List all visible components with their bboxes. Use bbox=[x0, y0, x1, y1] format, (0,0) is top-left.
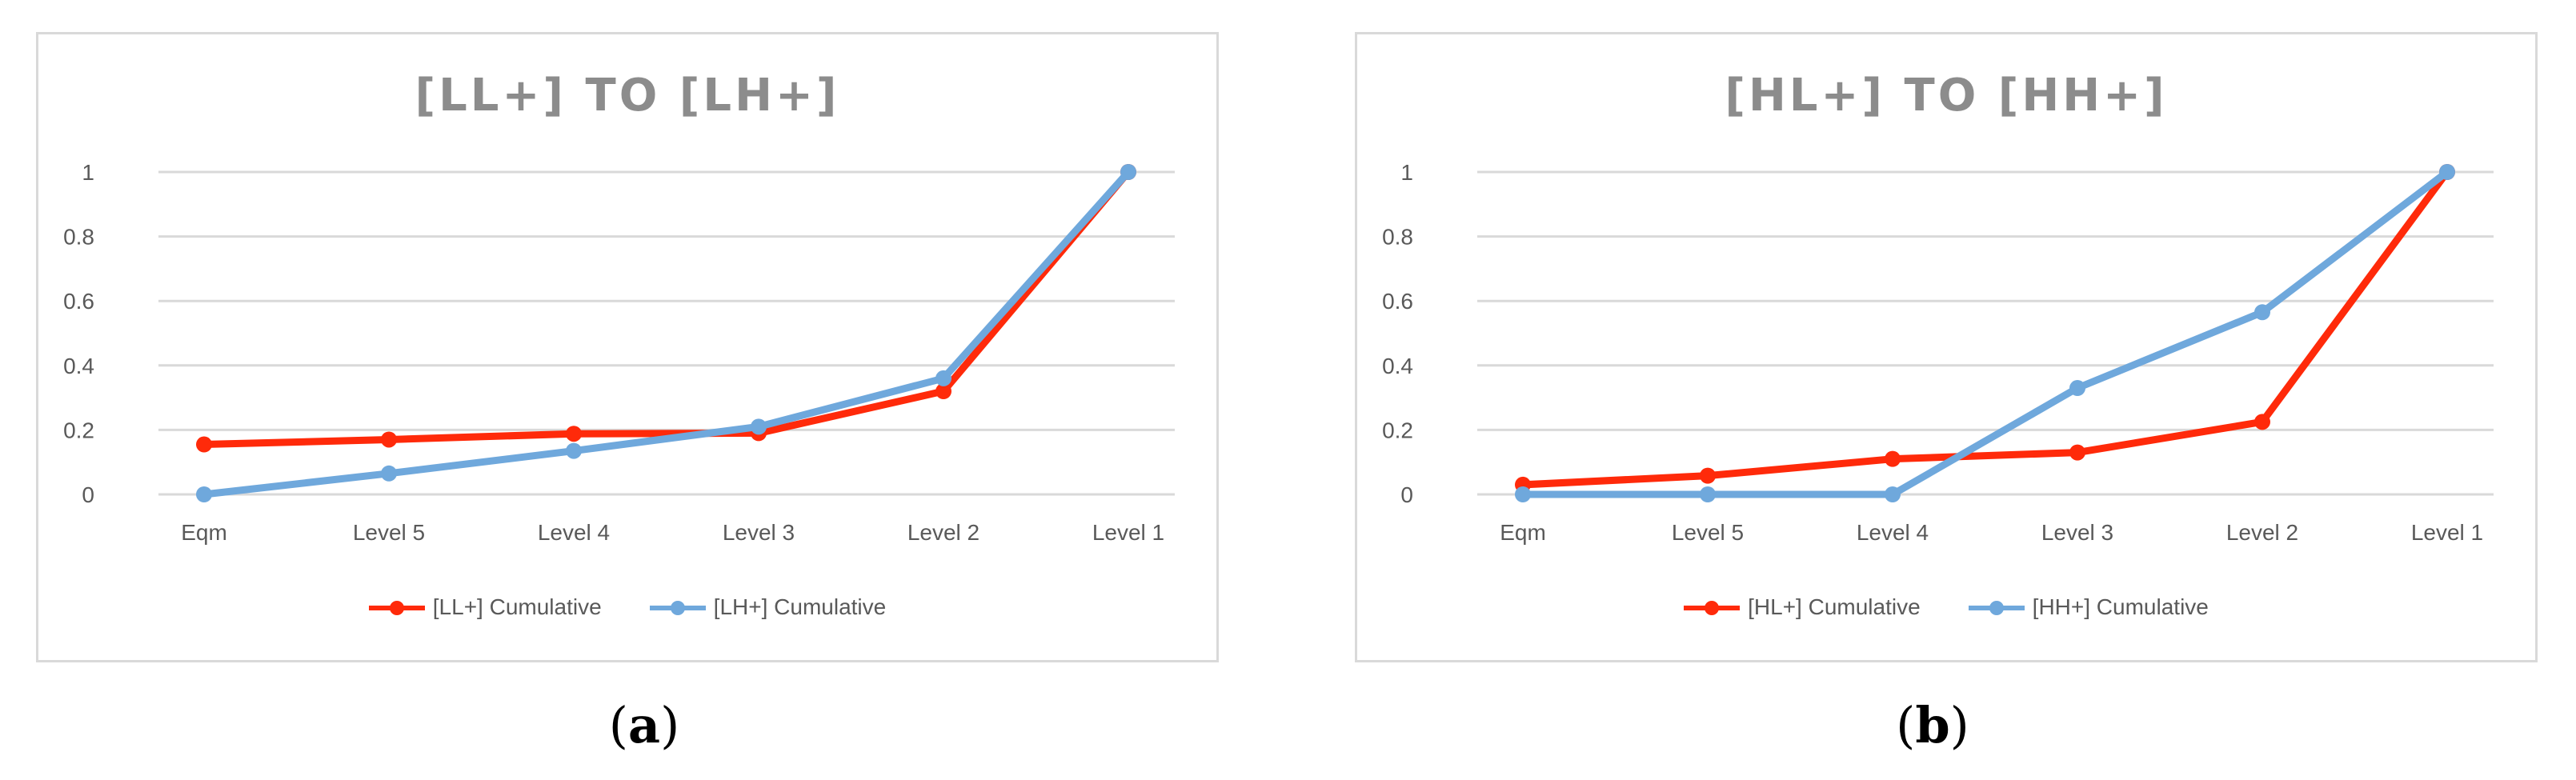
y-tick-label: 0 bbox=[82, 482, 94, 507]
data-point bbox=[1700, 467, 1716, 484]
legend-item-hh: [HH+] Cumulative bbox=[1968, 594, 2209, 620]
legend-swatch-hh bbox=[1968, 599, 2025, 615]
y-tick-label: 0.2 bbox=[63, 418, 94, 442]
y-tick-label: 0.6 bbox=[63, 289, 94, 314]
series-line bbox=[200, 168, 1132, 449]
data-point bbox=[2439, 164, 2455, 180]
x-tick-label: Eqm bbox=[1500, 520, 1546, 545]
y-tick-label: 0.2 bbox=[1382, 418, 1413, 442]
legend-swatch-ll bbox=[368, 599, 425, 615]
data-point bbox=[2069, 444, 2085, 461]
x-tick-label: Level 1 bbox=[2411, 520, 2483, 545]
series-line bbox=[1519, 168, 2451, 489]
data-point bbox=[566, 426, 582, 442]
y-tick-label: 0.4 bbox=[1382, 354, 1413, 378]
chart-box-a: [LL+] TO [LH+] 0 0.2 0.4 0.6 0.8 1 Eqm Level 5 L… bbox=[36, 32, 1219, 662]
legend-label-hh: [HH+] Cumulative bbox=[2032, 594, 2209, 619]
y-tick-label: 0 bbox=[1400, 482, 1413, 507]
x-tick-label: Level 1 bbox=[1092, 520, 1164, 545]
y-tick-label: 0.8 bbox=[63, 225, 94, 250]
data-point bbox=[566, 442, 582, 459]
data-point bbox=[2254, 304, 2270, 321]
data-point bbox=[1120, 164, 1136, 180]
plot-area-a: 0 0.2 0.4 0.6 0.8 1 Eqm Level 5 Level 4 Level 3 Le… bbox=[63, 160, 1175, 545]
legend-item-hl: [HL+] Cumulative bbox=[1684, 594, 1921, 620]
data-point bbox=[1885, 486, 1901, 502]
data-point bbox=[2069, 380, 2085, 397]
chart-panel-a: [LL+] TO [LH+] 0 0.2 0.4 0.6 0.8 1 Eqm Level 5 L… bbox=[36, 32, 1219, 754]
legend-label-hl: [HL+] Cumulative bbox=[1748, 594, 1921, 619]
legend-label-lh: [LH+] Cumulative bbox=[713, 594, 887, 619]
y-tick-label: 1 bbox=[1400, 160, 1413, 185]
data-point bbox=[2254, 414, 2270, 430]
x-tick-label: Eqm bbox=[181, 520, 227, 545]
chart-title-a: [LL+] TO [LH+] bbox=[415, 70, 840, 122]
x-tick-label: Level 5 bbox=[1672, 520, 1744, 545]
legend-item-ll: [LL+] Cumulative bbox=[368, 594, 602, 620]
chart-panel-b: [HL+] TO [HH+] 0 0.2 0.4 0.6 0.8 1 Eqm Level 5 L… bbox=[1288, 0, 2576, 780]
x-tick-label: Level 2 bbox=[2226, 520, 2298, 545]
legend-item-lh: [LH+] Cumulative bbox=[649, 594, 887, 620]
series-line bbox=[1519, 168, 2451, 498]
data-point bbox=[1885, 450, 1901, 467]
plot-area-b: 0 0.2 0.4 0.6 0.8 1 Eqm Level 5 Level 4 Level 3 Le… bbox=[1382, 160, 2494, 545]
caption-label-a: a bbox=[627, 696, 661, 754]
chart-box-b: [HL+] TO [HH+] 0 0.2 0.4 0.6 0.8 1 Eqm Level 5 L… bbox=[1355, 32, 2538, 662]
data-point bbox=[751, 418, 767, 435]
legend-label-ll: [LL+] Cumulative bbox=[432, 594, 602, 619]
caption-label-b: b bbox=[1915, 696, 1950, 754]
data-point bbox=[935, 383, 951, 400]
series-line bbox=[200, 168, 1132, 498]
data-point bbox=[381, 431, 397, 448]
legend-swatch-lh bbox=[649, 599, 706, 615]
x-tick-label: Level 4 bbox=[1857, 520, 1929, 545]
data-point bbox=[935, 370, 951, 386]
data-point bbox=[1700, 486, 1716, 502]
data-point bbox=[196, 486, 212, 502]
y-tick-label: 0.6 bbox=[1382, 289, 1413, 314]
legend-a: [LL+] Cumulative [LH+] Cumulative bbox=[38, 594, 1216, 620]
y-tick-label: 0.4 bbox=[63, 354, 94, 378]
x-tick-label: Level 3 bbox=[723, 520, 795, 545]
caption-a: (a) bbox=[608, 696, 680, 754]
x-tick-label: Level 4 bbox=[538, 520, 610, 545]
y-tick-label: 0.8 bbox=[1382, 225, 1413, 250]
x-tick-label: Level 3 bbox=[2041, 520, 2113, 545]
legend-b: [HL+] Cumulative [HH+] Cumulative bbox=[1357, 594, 2535, 620]
data-point bbox=[381, 465, 397, 482]
x-tick-label: Level 2 bbox=[907, 520, 980, 545]
data-point bbox=[196, 436, 212, 453]
caption-b: (b) bbox=[1896, 696, 1969, 754]
data-point bbox=[1515, 486, 1531, 502]
legend-swatch-hl bbox=[1684, 599, 1741, 615]
chart-title-b: [HL+] TO [HH+] bbox=[1725, 70, 2168, 122]
x-tick-label: Level 5 bbox=[353, 520, 425, 545]
y-tick-label: 1 bbox=[82, 160, 94, 185]
